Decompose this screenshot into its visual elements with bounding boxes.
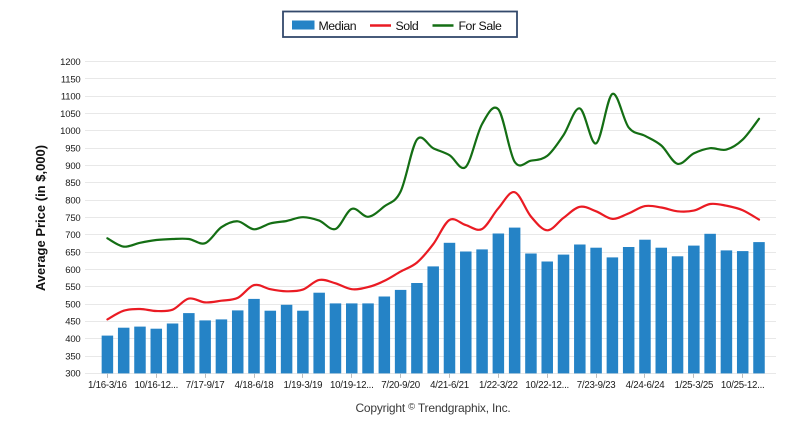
svg-text:7/20-9/20: 7/20-9/20	[381, 380, 421, 391]
svg-text:10/19-12...: 10/19-12...	[330, 380, 374, 391]
svg-text:500: 500	[65, 299, 80, 310]
svg-text:1100: 1100	[61, 92, 81, 103]
svg-text:Copyright © Trendgraphix, Inc.: Copyright © Trendgraphix, Inc.	[355, 401, 510, 415]
svg-text:600: 600	[65, 265, 80, 276]
svg-text:450: 450	[65, 317, 80, 328]
svg-text:7/17-9/17: 7/17-9/17	[186, 380, 225, 391]
svg-text:550: 550	[65, 282, 80, 293]
svg-text:1/19-3/19: 1/19-3/19	[284, 380, 323, 391]
svg-text:1/22-3/22: 1/22-3/22	[479, 380, 518, 391]
svg-text:350: 350	[65, 351, 80, 362]
svg-text:1050: 1050	[60, 109, 80, 120]
svg-text:10/22-12...: 10/22-12...	[525, 380, 569, 391]
svg-text:10/25-12...: 10/25-12...	[721, 380, 765, 391]
svg-text:Median: Median	[319, 19, 357, 33]
svg-text:400: 400	[65, 334, 80, 345]
svg-text:950: 950	[65, 144, 80, 155]
svg-text:Average Price (in $,000): Average Price (in $,000)	[33, 145, 48, 291]
svg-text:1200: 1200	[60, 57, 80, 68]
svg-text:750: 750	[65, 213, 80, 224]
svg-text:900: 900	[65, 161, 80, 172]
svg-text:4/18-6/18: 4/18-6/18	[235, 380, 274, 391]
svg-text:1/25-3/25: 1/25-3/25	[674, 380, 713, 391]
svg-text:Sold: Sold	[396, 19, 419, 33]
svg-text:4/21-6/21: 4/21-6/21	[430, 380, 469, 391]
svg-text:For Sale: For Sale	[459, 19, 502, 33]
svg-text:1000: 1000	[60, 126, 80, 137]
svg-text:800: 800	[65, 196, 80, 207]
svg-text:1150: 1150	[61, 74, 81, 85]
svg-text:700: 700	[65, 230, 80, 241]
svg-text:1/16-3/16: 1/16-3/16	[88, 380, 127, 391]
svg-text:7/23-9/23: 7/23-9/23	[577, 380, 616, 391]
svg-text:300: 300	[65, 369, 80, 380]
svg-text:10/16-12...: 10/16-12...	[135, 380, 179, 391]
svg-text:4/24-6/24: 4/24-6/24	[626, 380, 666, 391]
svg-text:650: 650	[65, 248, 80, 259]
svg-text:850: 850	[65, 178, 80, 189]
